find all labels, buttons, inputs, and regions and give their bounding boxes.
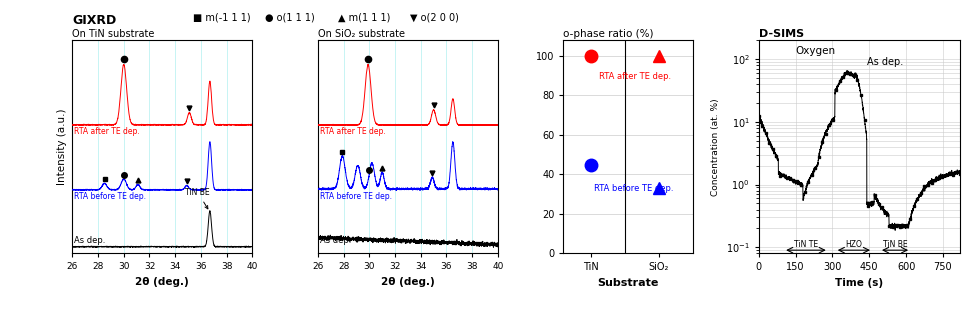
- Text: RTA after TE dep.: RTA after TE dep.: [599, 72, 671, 81]
- X-axis label: Substrate: Substrate: [597, 278, 659, 288]
- Text: As dep.: As dep.: [867, 57, 903, 67]
- Text: Oxygen: Oxygen: [795, 46, 836, 56]
- Text: ● o(1 1 1): ● o(1 1 1): [265, 12, 316, 22]
- Text: On SiO₂ substrate: On SiO₂ substrate: [317, 29, 405, 39]
- Text: RTA after TE dep.: RTA after TE dep.: [74, 128, 140, 137]
- X-axis label: Time (s): Time (s): [836, 278, 884, 288]
- X-axis label: 2θ (deg.): 2θ (deg.): [381, 277, 435, 287]
- Text: ▲ m(1 1 1): ▲ m(1 1 1): [338, 12, 390, 22]
- Text: TiN BE: TiN BE: [185, 188, 210, 209]
- Text: o-phase ratio (%): o-phase ratio (%): [564, 29, 654, 39]
- Text: HZO: HZO: [845, 240, 862, 249]
- Text: GIXRD: GIXRD: [72, 14, 117, 27]
- Text: ■ m(-1 1 1): ■ m(-1 1 1): [193, 12, 251, 22]
- Text: RTA after TE dep.: RTA after TE dep.: [319, 128, 386, 137]
- Text: As dep.: As dep.: [74, 236, 106, 245]
- Text: TiN TE: TiN TE: [794, 240, 818, 249]
- Text: RTA before TE dep.: RTA before TE dep.: [594, 184, 674, 193]
- X-axis label: 2θ (deg.): 2θ (deg.): [135, 277, 189, 287]
- Text: ▼ o(2 0 0): ▼ o(2 0 0): [410, 12, 459, 22]
- Text: RTA before TE dep.: RTA before TE dep.: [319, 193, 392, 201]
- Text: As dep.: As dep.: [319, 236, 351, 245]
- Text: D-SIMS: D-SIMS: [758, 29, 804, 39]
- Text: TiN BE: TiN BE: [883, 240, 907, 249]
- Text: On TiN substrate: On TiN substrate: [72, 29, 154, 39]
- Y-axis label: Intensity (a.u.): Intensity (a.u.): [57, 108, 67, 185]
- Y-axis label: Concentration (at. %): Concentration (at. %): [711, 98, 720, 196]
- Text: RTA before TE dep.: RTA before TE dep.: [74, 193, 147, 201]
